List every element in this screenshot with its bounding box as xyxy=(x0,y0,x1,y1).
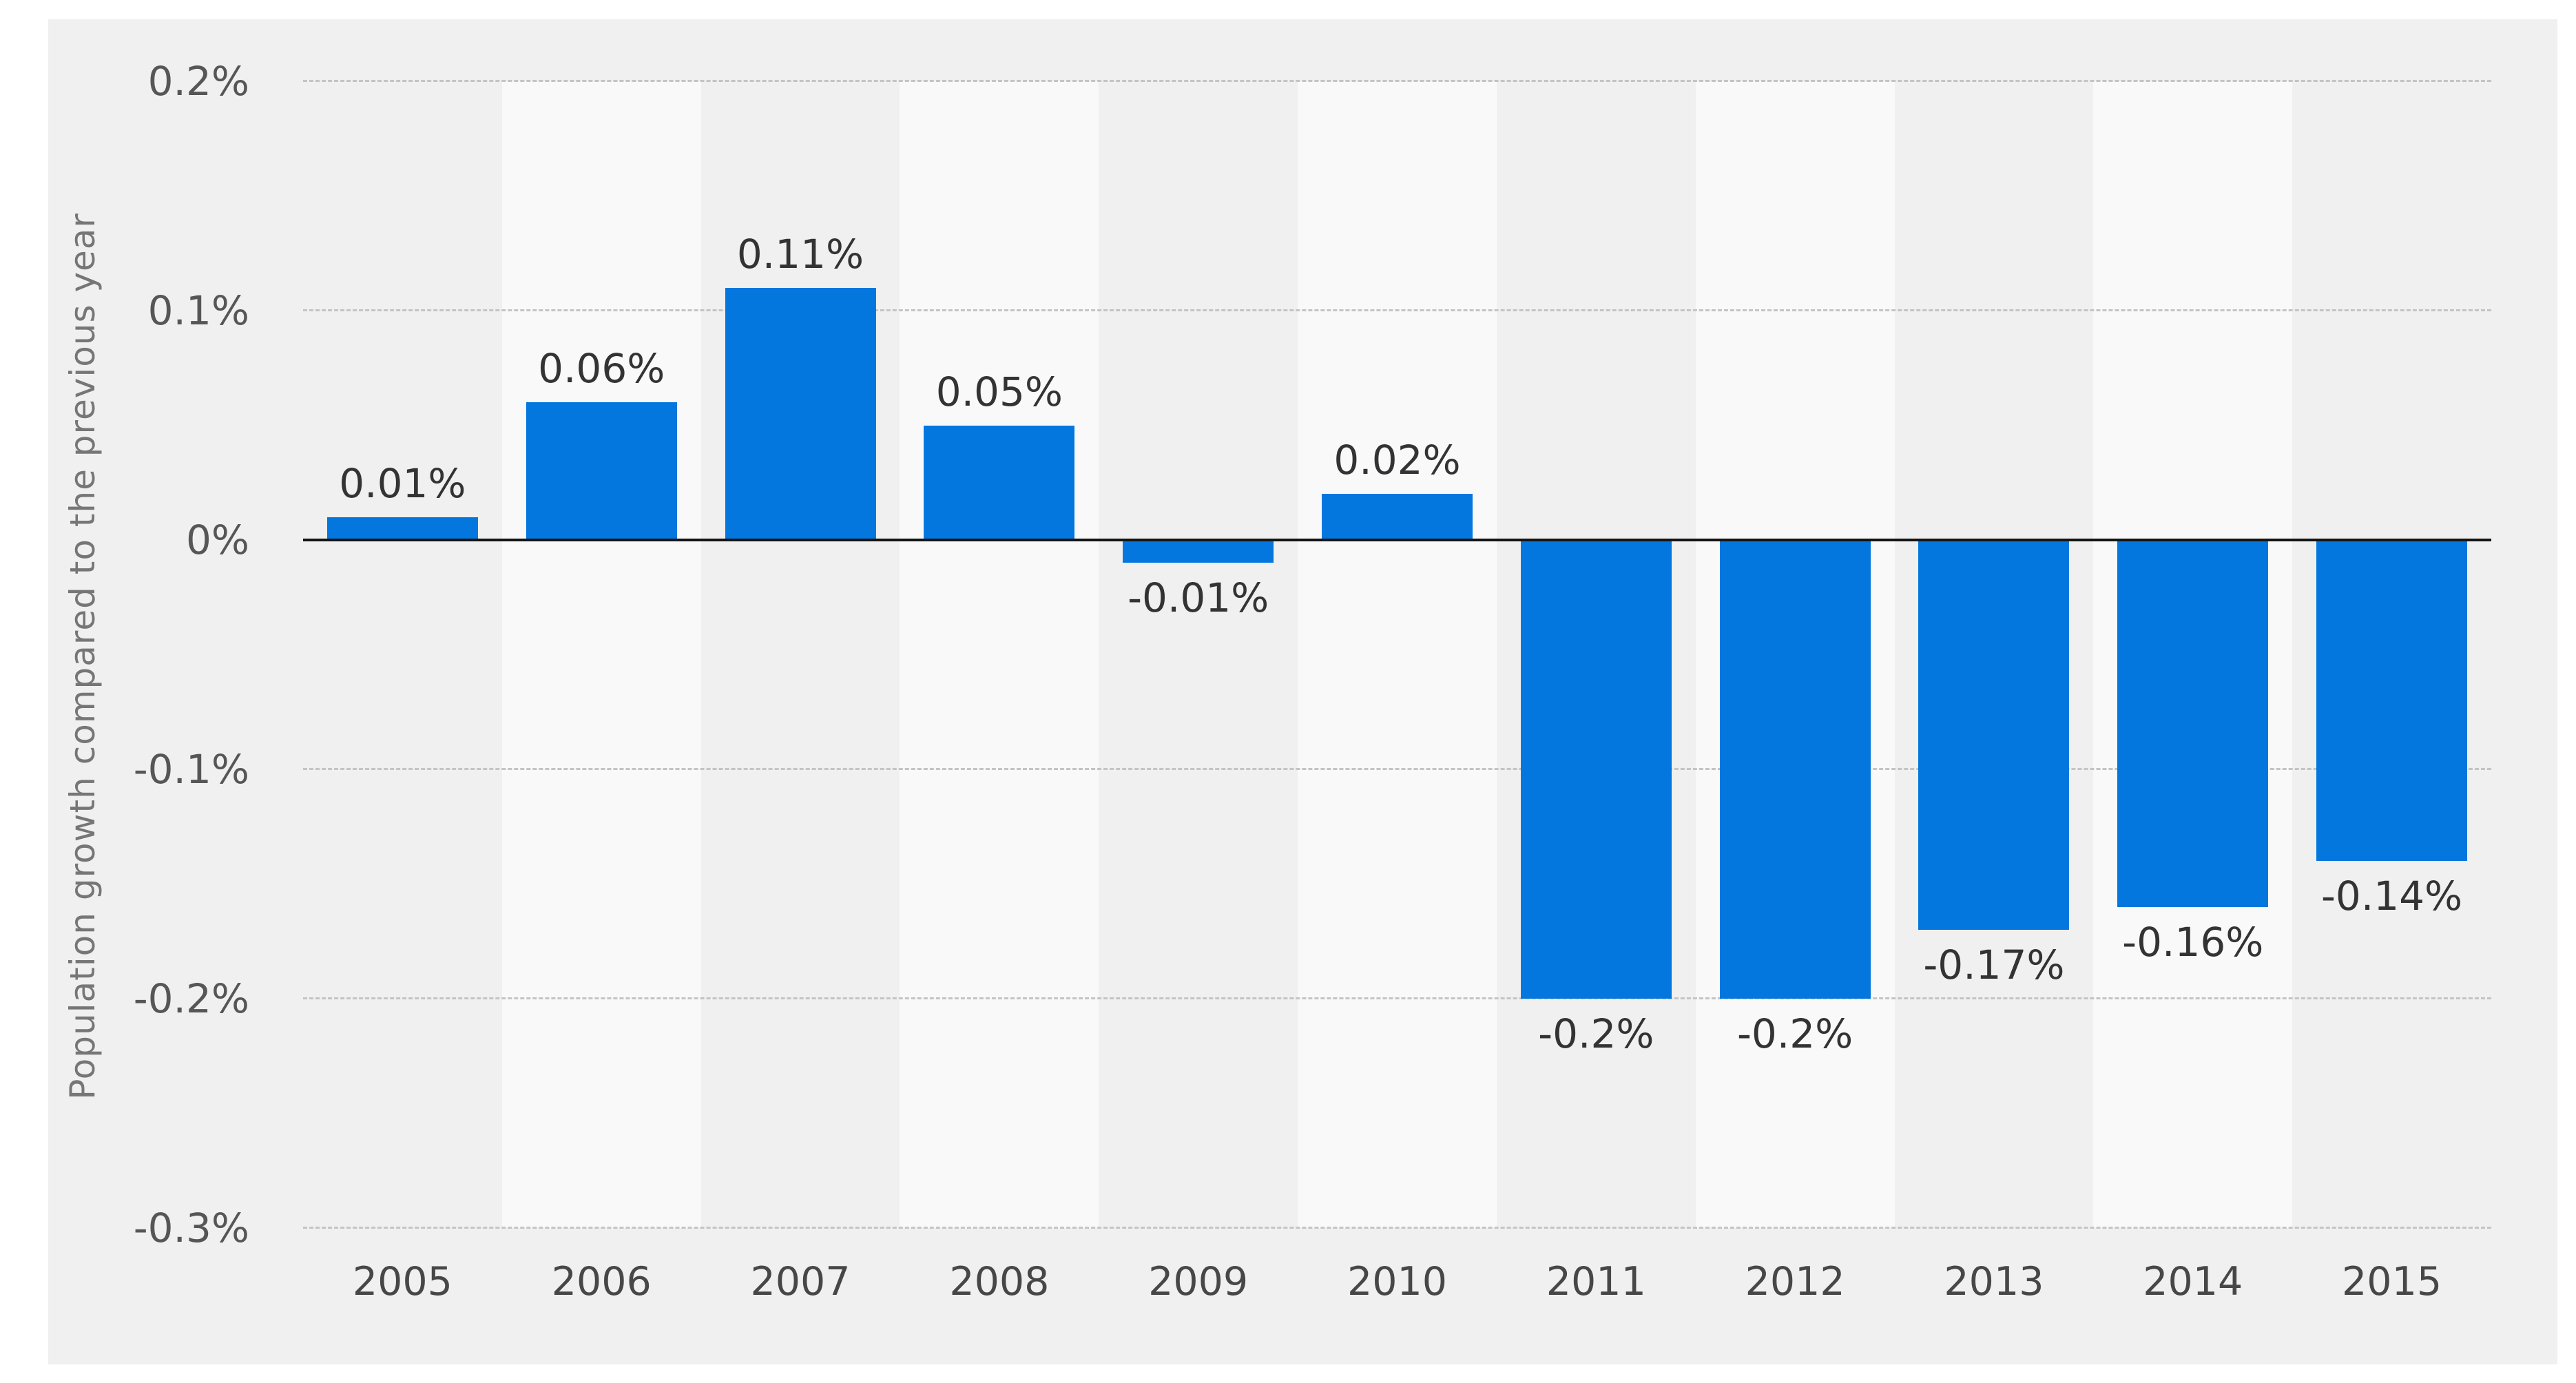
x-tick-label-2007: 2007 xyxy=(750,1259,851,1304)
y-tick-label-0.2%: 0.2% xyxy=(147,58,249,105)
x-tick-label-2006: 2006 xyxy=(551,1259,652,1304)
column-stripe-2010 xyxy=(1298,81,1497,1228)
y-tick-label--0.2%: -0.2% xyxy=(133,975,249,1022)
y-axis-title-box: Population growth compared to the previo… xyxy=(59,19,107,1293)
x-tick-label-2013: 2013 xyxy=(1944,1259,2044,1304)
column-stripe-2006 xyxy=(501,81,701,1228)
value-label-2007: 0.11% xyxy=(736,230,864,278)
y-tick-label--0.1%: -0.1% xyxy=(133,746,249,793)
x-tick-label-2010: 2010 xyxy=(1347,1259,1448,1304)
bar-2007[interactable] xyxy=(725,287,876,540)
bar-2015[interactable] xyxy=(2316,540,2468,862)
y-axis-title: Population growth compared to the previo… xyxy=(63,213,103,1100)
y-tick-label--0.3%: -0.3% xyxy=(133,1205,249,1251)
value-label-2015: -0.14% xyxy=(2320,873,2463,920)
value-label-2013: -0.17% xyxy=(1923,942,2065,989)
x-tick-label-2008: 2008 xyxy=(949,1259,1050,1304)
x-tick-label-2005: 2005 xyxy=(352,1259,453,1304)
value-label-2009: -0.01% xyxy=(1128,574,1269,622)
y-tick-label-0.1%: 0.1% xyxy=(147,287,249,334)
chart-panel: Population growth compared to the previo… xyxy=(48,19,2557,1364)
x-tick-label-2014: 2014 xyxy=(2143,1259,2243,1304)
bar-2014[interactable] xyxy=(2117,540,2269,907)
y-tick-label-0%: 0% xyxy=(185,517,249,563)
zero-baseline xyxy=(303,539,2491,541)
bar-2008[interactable] xyxy=(924,425,1075,540)
gridline--0.3% xyxy=(303,1227,2491,1229)
value-label-2006: 0.06% xyxy=(538,345,665,393)
value-label-2011: -0.2% xyxy=(1538,1010,1654,1057)
bar-2010[interactable] xyxy=(1322,494,1473,540)
bar-2009[interactable] xyxy=(1123,540,1274,563)
bar-2012[interactable] xyxy=(1719,540,1871,999)
x-tick-label-2009: 2009 xyxy=(1148,1259,1249,1304)
x-tick-label-2011: 2011 xyxy=(1546,1259,1646,1304)
gridline--0.2% xyxy=(303,997,2491,999)
gridline--0.1% xyxy=(303,768,2491,770)
bar-2011[interactable] xyxy=(1520,540,1672,999)
x-tick-label-2012: 2012 xyxy=(1745,1259,1845,1304)
value-label-2010: 0.02% xyxy=(1333,437,1461,484)
bar-2013[interactable] xyxy=(1918,540,2070,930)
gridline-0.2% xyxy=(303,80,2491,82)
gridline-0.1% xyxy=(303,309,2491,311)
x-tick-label-2015: 2015 xyxy=(2342,1259,2442,1304)
bar-2006[interactable] xyxy=(526,402,677,540)
value-label-2014: -0.16% xyxy=(2122,918,2264,966)
value-label-2005: 0.01% xyxy=(339,459,466,507)
column-stripe-2008 xyxy=(900,81,1099,1228)
bar-2005[interactable] xyxy=(326,517,478,540)
value-label-2008: 0.05% xyxy=(935,368,1063,415)
value-label-2012: -0.2% xyxy=(1736,1010,1853,1057)
